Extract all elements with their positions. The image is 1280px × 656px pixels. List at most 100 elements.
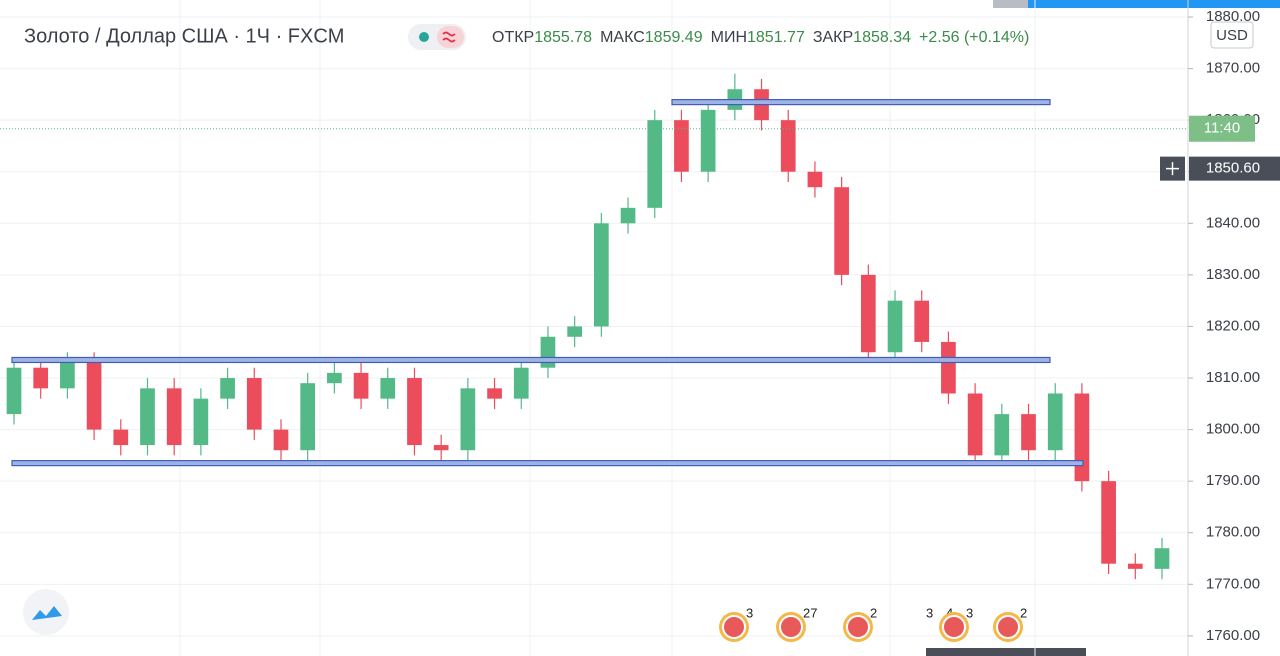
top-bar-gray [993,0,1028,8]
event-flag[interactable] [779,615,803,639]
wave-button[interactable] [437,26,464,48]
crosshair-plus [1166,162,1179,176]
ohlc-value: 1858.34 [853,29,911,46]
candle-body [941,341,956,394]
y-tick-label: 1770.00 [1206,575,1260,592]
ohlc-label: ОТКР [492,29,534,46]
last-price-time: 11:40 [1204,120,1240,137]
event-count: 27 [803,605,817,620]
candle-body [860,274,876,353]
event-count: 3 [926,605,933,620]
event-count: 2 [870,605,877,620]
logo-icon [32,606,62,620]
candle-body [220,378,235,399]
candle-body [914,300,930,342]
y-tick-label: 1760.00 [1206,627,1260,644]
currency: USD [1216,27,1248,44]
candle-body [513,367,529,399]
event-flag[interactable] [722,615,746,639]
candle-body [620,207,636,224]
ohlc-value: 1851.77 [747,29,805,46]
level-line [11,356,1051,364]
event-count: 3 [966,605,973,620]
symbol-title: Золото / Доллар США · 1Ч · FXCM [24,25,344,47]
change: +2.56 (+0.14%) [919,29,1029,46]
candle-body [594,223,609,327]
y-tick-label: 1790.00 [1206,472,1260,489]
y-tick-label: 1780.00 [1206,524,1260,541]
candle-body [567,326,582,337]
indicator-buttons[interactable] [408,24,466,50]
candle-body [193,398,209,446]
top-bar-blue [1028,0,1280,8]
candle-body [246,378,262,430]
logo[interactable] [23,589,69,635]
candle-body [994,414,1010,456]
candle-body [700,109,716,172]
crosshair-label: 1850.60 [1206,160,1260,177]
ohlc-value: 1855.78 [534,29,592,46]
currency-box[interactable] [1210,21,1254,49]
candle-body [273,429,289,451]
candle-body [1021,414,1036,451]
event-flag[interactable] [942,615,966,639]
candle-body [113,429,129,446]
ohlc-label: ЗАКР [813,29,853,46]
candle-body [407,378,422,446]
y-tick-label: 1820.00 [1206,317,1260,334]
candle-body [674,120,689,172]
y-tick-label: 1810.00 [1206,369,1260,386]
candle-body [86,362,102,430]
candle-body [1154,548,1170,569]
event-count: 2 [1020,605,1027,620]
candle-body [887,300,903,353]
candle-body [380,378,396,399]
candle-body [1047,393,1063,451]
event-flag[interactable] [996,615,1020,639]
level-line [671,99,1051,106]
candle-body [300,383,316,451]
candle-body [353,372,369,399]
candle-body [807,171,823,188]
candle-body [967,393,983,456]
y-tick-label: 1880.00 [1206,8,1260,25]
y-axis: 1760.00 1770.00 1780.00 1790.00 1800.00 1810.… [1160,8,1280,644]
event-flag[interactable] [846,615,870,639]
candle-body [33,367,49,389]
ohlc-label: МИН [711,29,747,46]
ohlc-value: 1859.49 [645,29,703,46]
y-tick-label: 1830.00 [1206,266,1260,283]
candle-body [460,388,476,451]
ohlc-header: ОТКР 1855.78 МАКС 1859.49 МИН 1851.77 ЗАКР 1858… [492,29,1029,46]
event-count: 3 [746,605,753,620]
level-line [11,460,1084,467]
crosshair-tag [1189,156,1280,181]
y-tick-label: 1800.00 [1206,421,1260,438]
candle-body [780,120,796,172]
candle-body [433,445,449,451]
candle-body [1074,393,1090,482]
wave-icon [442,31,456,43]
candle-body [834,187,849,275]
candle-body [327,372,342,384]
overlay: Золото / Доллар США · 1Ч · FXCM ОТКР 1855… [23,21,1254,642]
status-dot [419,32,429,42]
candle-body [487,388,502,399]
candle-body [1101,481,1116,564]
candle-body [60,362,75,389]
candle-body [6,367,22,415]
candle-body [1127,563,1143,569]
bottom-bar [926,648,1086,656]
ohlc-label: МАКС [600,29,645,46]
y-tick-label: 1870.00 [1206,60,1260,77]
candle-body [166,388,182,446]
logo-circle[interactable] [23,589,69,635]
y-tick-label: 1840.00 [1206,214,1260,231]
candle-body [140,388,155,446]
plot [0,73,1188,580]
candle-body [647,120,663,208]
last-price-tag [1189,115,1255,142]
